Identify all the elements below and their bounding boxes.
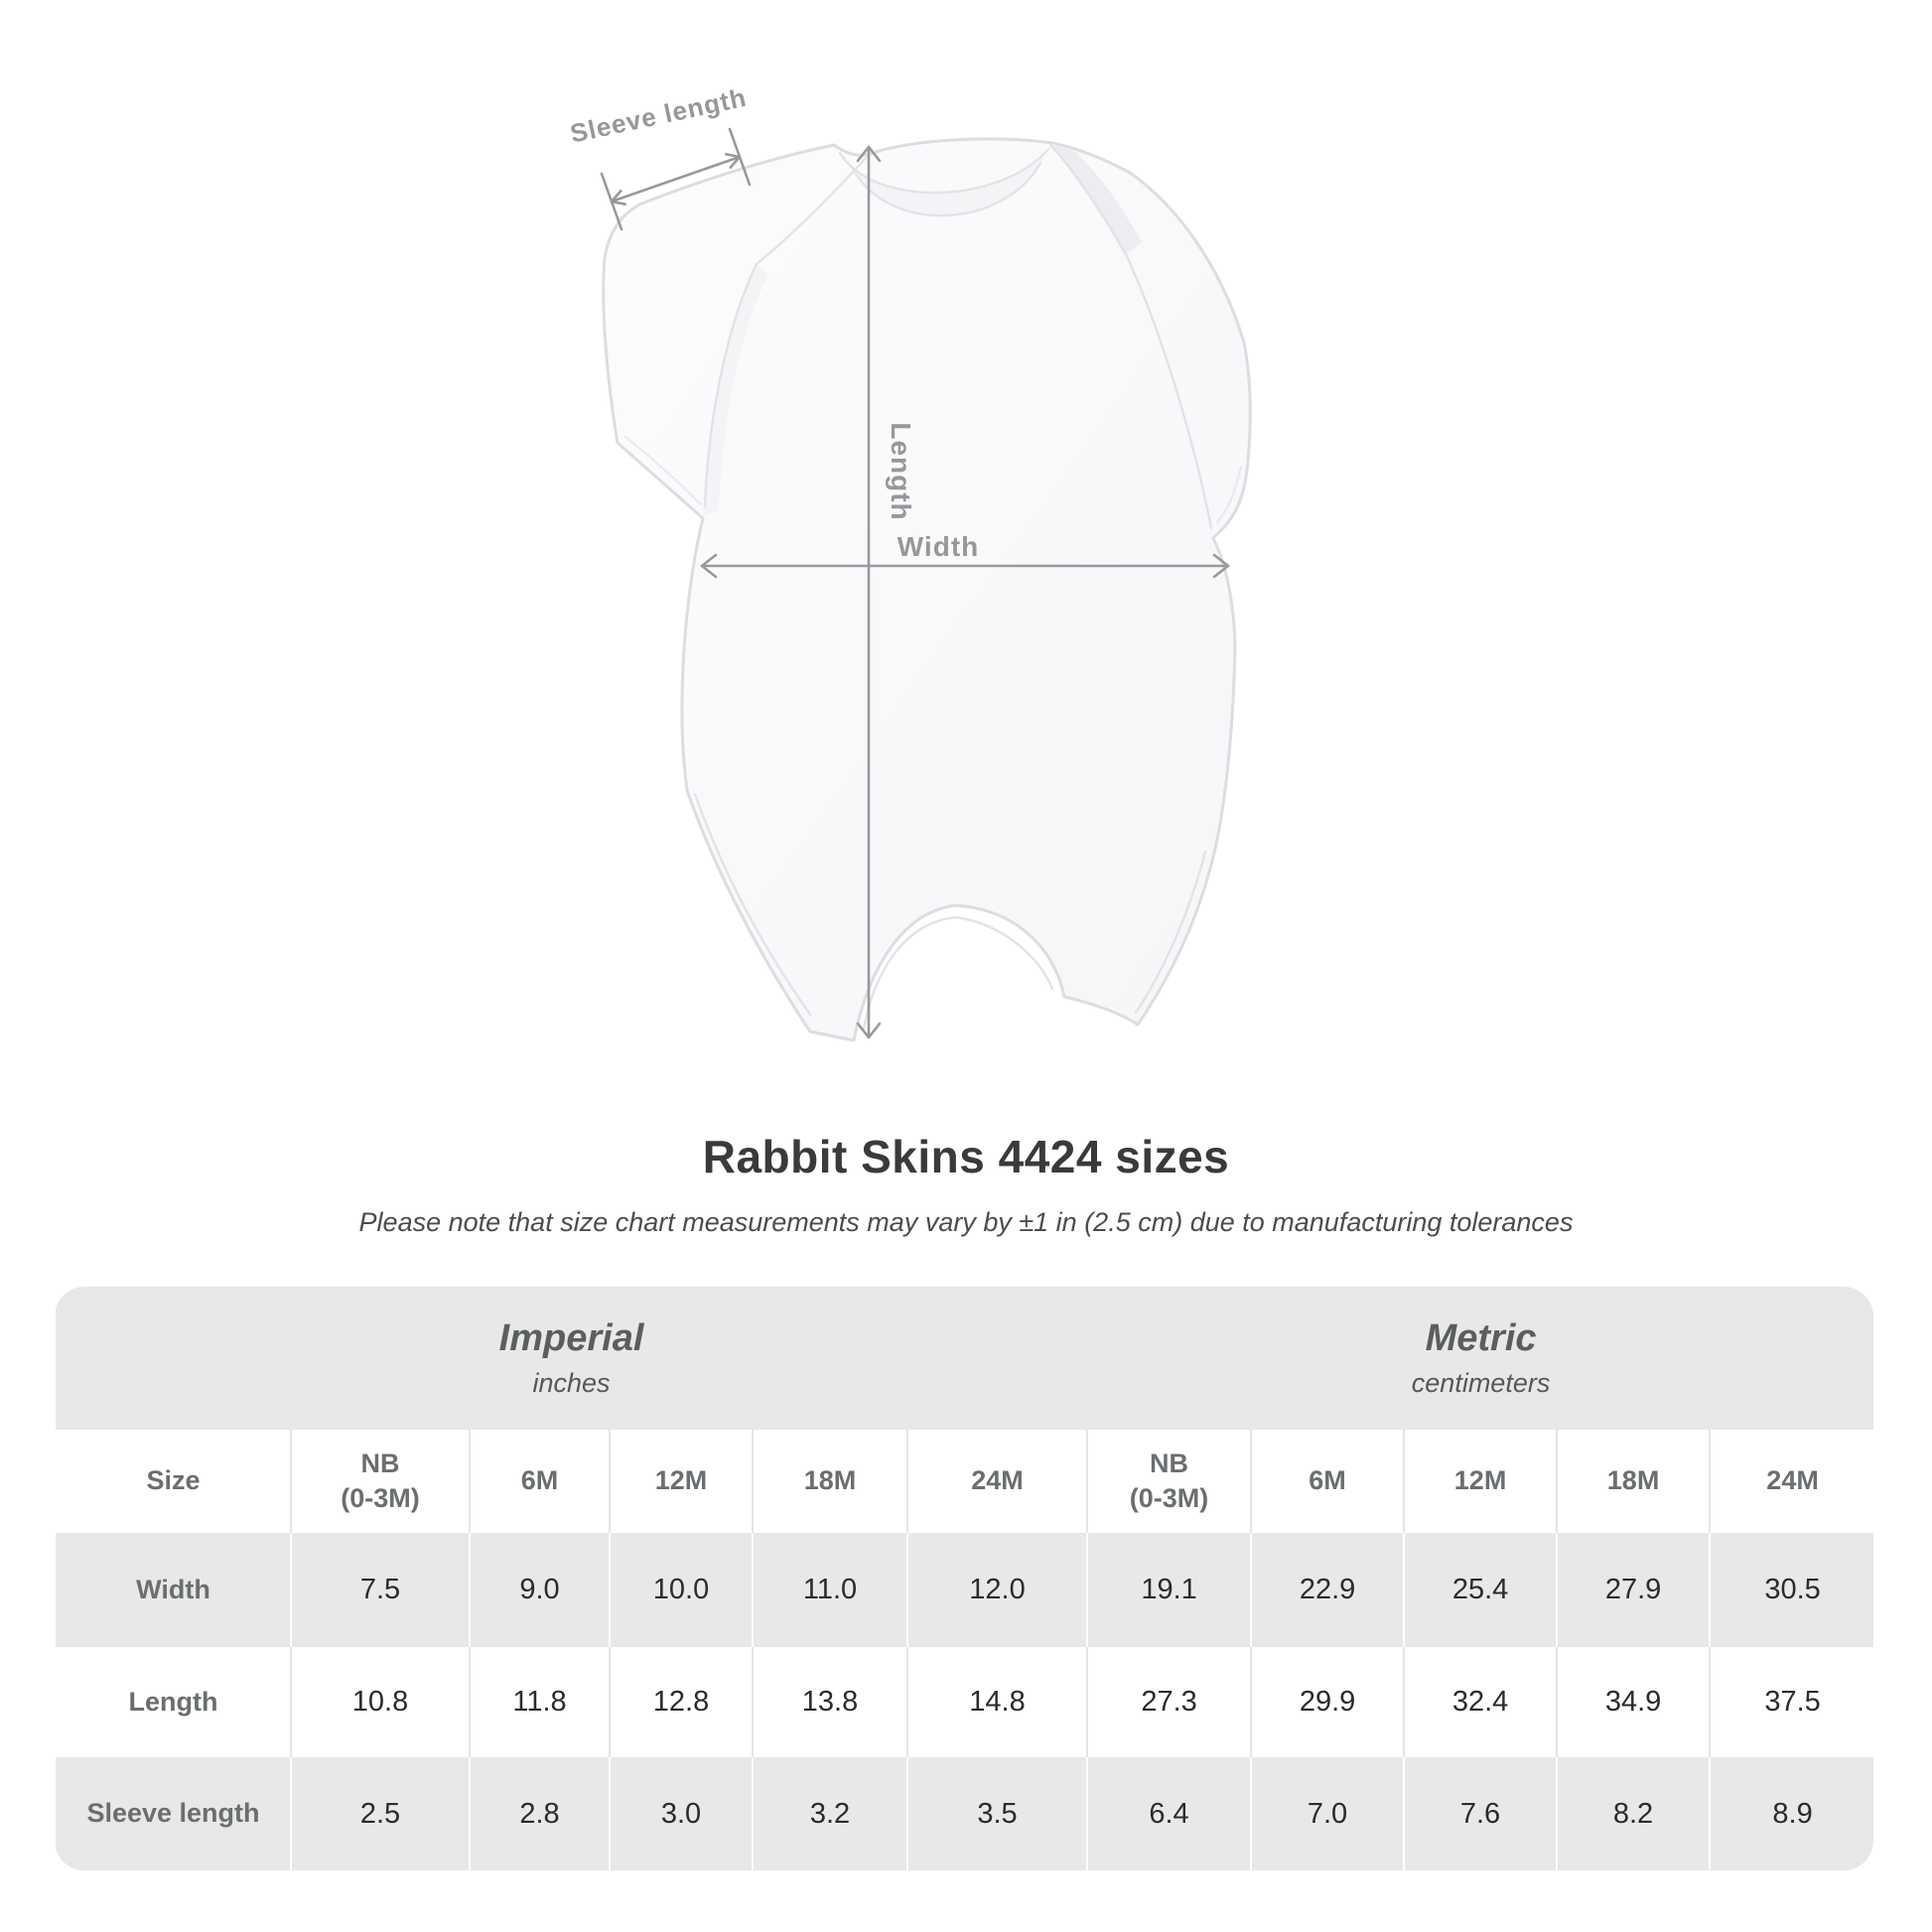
length-nb-imperial: 10.8: [290, 1647, 470, 1757]
imperial-group-header: Imperial inches: [56, 1287, 1087, 1430]
bodysuit-illustration: [602, 137, 1252, 1042]
sleeve-24m-metric: 8.9: [1709, 1757, 1873, 1870]
row-label-sleeve-length: Sleeve length: [86, 1798, 260, 1829]
width-label: Width: [897, 531, 980, 562]
metric-label: Metric: [1425, 1316, 1537, 1359]
imperial-unit: inches: [532, 1368, 611, 1399]
sleeve-18m-metric: 8.2: [1556, 1757, 1711, 1870]
sleeve-6m-imperial: 2.8: [469, 1757, 610, 1870]
size-chart: Imperial inches Metric centimeters Size …: [55, 1287, 1873, 1870]
sleeve-length-label: Sleeve length: [568, 82, 750, 149]
tolerance-note: Please note that size chart measurements…: [358, 1207, 1574, 1237]
row-label-width: Width: [136, 1574, 210, 1604]
armhole-shade: [703, 264, 768, 516]
column-header-18m-metric: 18M: [1556, 1430, 1711, 1533]
width-nb-imperial: 7.5: [290, 1533, 470, 1647]
length-18m-metric: 34.9: [1556, 1647, 1711, 1757]
imperial-label: Imperial: [498, 1316, 644, 1359]
column-header-12m-imperial: 12M: [609, 1430, 753, 1533]
sleeve-12m-metric: 7.6: [1403, 1757, 1558, 1870]
length-arrow: [856, 145, 882, 1039]
width-6m-metric: 22.9: [1250, 1533, 1405, 1647]
length-row: Length 10.8 11.8 12.8 13.8 14.8 27.3 29.…: [56, 1647, 1873, 1757]
width-row: Width 7.5 9.0 10.0 11.0 12.0 19.1 22.9 2…: [56, 1533, 1873, 1647]
left-sleeve-hem-seam: [623, 435, 703, 506]
left-leg-binding: [693, 792, 812, 1017]
length-6m-metric: 29.9: [1250, 1647, 1405, 1757]
metric-group-header: Metric centimeters: [1087, 1287, 1873, 1430]
width-12m-metric: 25.4: [1403, 1533, 1558, 1647]
bodysuit-size-diagram: Sleeve length Length Width: [568, 82, 1252, 1042]
length-12m-metric: 32.4: [1403, 1647, 1558, 1757]
column-header-6m-metric: 6M: [1250, 1430, 1405, 1533]
unit-band-row: Imperial inches Metric centimeters: [56, 1287, 1873, 1430]
column-header-18m-imperial: 18M: [752, 1430, 907, 1533]
length-nb-metric: 27.3: [1086, 1647, 1252, 1757]
metric-unit: centimeters: [1411, 1368, 1551, 1399]
page-title: Rabbit Skins 4424 sizes: [702, 1131, 1230, 1182]
length-24m-metric: 37.5: [1709, 1647, 1873, 1757]
row-label-length: Length: [128, 1686, 218, 1717]
column-header-nb-imperial: NB (0-3M): [290, 1430, 470, 1533]
crotch-flap-binding: [862, 915, 1054, 1031]
column-header-24m-imperial: 24M: [905, 1430, 1088, 1533]
width-nb-metric: 19.1: [1086, 1533, 1252, 1647]
size-table: Imperial inches Metric centimeters Size …: [55, 1287, 1873, 1870]
corner-label: Size: [146, 1465, 201, 1496]
length-24m-imperial: 14.8: [905, 1647, 1088, 1757]
sleeve-length-arrow: [600, 127, 752, 231]
sleeve-length-row: Sleeve length 2.5 2.8 3.0 3.2 3.5 6.4 7.…: [56, 1757, 1873, 1870]
sleeve-nb-metric: 6.4: [1086, 1757, 1252, 1870]
width-24m-imperial: 12.0: [905, 1533, 1088, 1647]
width-24m-metric: 30.5: [1709, 1533, 1873, 1647]
length-6m-imperial: 11.8: [469, 1647, 610, 1757]
sleeve-12m-imperial: 3.0: [609, 1757, 753, 1870]
column-header-24m-metric: 24M: [1709, 1430, 1873, 1533]
neck-band-shade: [840, 149, 1048, 216]
length-label: Length: [886, 422, 916, 520]
sleeve-18m-imperial: 3.2: [752, 1757, 907, 1870]
column-header-12m-metric: 12M: [1403, 1430, 1558, 1533]
length-18m-imperial: 13.8: [752, 1647, 907, 1757]
left-flap-seam: [703, 152, 872, 508]
width-18m-metric: 27.9: [1556, 1533, 1711, 1647]
column-header-nb-metric: NB (0-3M): [1086, 1430, 1252, 1533]
right-sleeve-hem-seam: [1215, 465, 1243, 524]
width-6m-imperial: 9.0: [469, 1533, 610, 1647]
size-header-row: Size NB (0-3M) 6M 12M 18M 24M NB (0-3M) …: [56, 1430, 1873, 1533]
column-header-6m-imperial: 6M: [469, 1430, 610, 1533]
sleeve-6m-metric: 7.0: [1250, 1757, 1405, 1870]
width-18m-imperial: 11.0: [752, 1533, 907, 1647]
right-leg-binding: [1134, 850, 1207, 1015]
sleeve-nb-imperial: 2.5: [290, 1757, 470, 1870]
width-12m-imperial: 10.0: [609, 1533, 753, 1647]
length-12m-imperial: 12.8: [609, 1647, 753, 1757]
collar-outer-seam: [838, 147, 1050, 195]
right-flap-seam: [1048, 143, 1213, 530]
width-arrow: [700, 553, 1230, 579]
bodysuit-outline: [602, 137, 1252, 1042]
sleeve-24m-imperial: 3.5: [905, 1757, 1088, 1870]
